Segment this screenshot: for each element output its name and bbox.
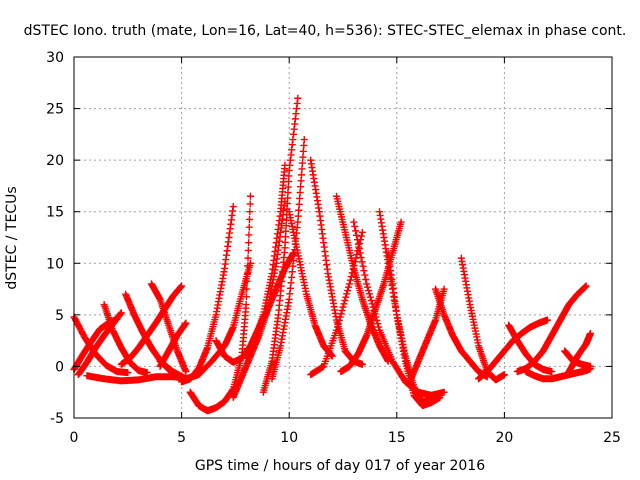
- data-series: [457, 254, 508, 384]
- data-series: [475, 316, 551, 383]
- data-point-markers: [565, 329, 594, 376]
- data-series: [376, 208, 435, 407]
- x-tick-label: 5: [177, 430, 186, 446]
- y-tick-label: 15: [46, 205, 64, 221]
- y-tick-label: 25: [46, 102, 64, 118]
- data-point-markers: [522, 364, 594, 383]
- y-tick-label: 0: [55, 359, 64, 375]
- data-point-markers: [457, 254, 508, 384]
- x-tick-label: 15: [388, 430, 406, 446]
- data-series: [186, 192, 254, 415]
- x-axis-label: GPS time / hours of day 017 of year 2016: [195, 458, 485, 474]
- y-axis-label: dSTEC / TECUs: [4, 186, 20, 289]
- data-series: [259, 94, 302, 396]
- data-series: [242, 161, 289, 362]
- data-point-markers: [307, 228, 366, 379]
- x-tick-label: 20: [495, 430, 513, 446]
- axis-ticks: 0 5 10 15 20 25 -5 0 5 10 15 20 25 30: [46, 50, 621, 446]
- data-point-markers: [242, 161, 289, 362]
- data-point-markers: [513, 282, 590, 376]
- data-point-markers: [178, 203, 237, 386]
- data-point-markers: [259, 94, 302, 396]
- data-point-markers: [307, 156, 366, 368]
- data-series: [513, 282, 590, 376]
- data-series: [307, 156, 366, 368]
- x-tick-label: 10: [280, 430, 298, 446]
- x-tick-label: 0: [70, 430, 79, 446]
- data-series: [565, 329, 594, 376]
- y-tick-label: -5: [50, 411, 64, 427]
- y-tick-label: 30: [46, 50, 64, 66]
- plot-frame: [73, 56, 613, 419]
- data-point-markers: [186, 192, 254, 415]
- data-series: [522, 364, 594, 383]
- x-tick-label: 25: [603, 430, 621, 446]
- data-series: [178, 203, 237, 386]
- data-series: [307, 228, 366, 379]
- data-point-markers: [475, 316, 551, 383]
- chart-title: dSTEC Iono. truth (mate, Lon=16, Lat=40,…: [24, 23, 627, 39]
- y-tick-label: 10: [46, 256, 64, 272]
- data-points: [70, 94, 594, 415]
- y-tick-label: 20: [46, 153, 64, 169]
- data-point-markers: [376, 208, 435, 407]
- y-tick-label: 5: [55, 308, 64, 324]
